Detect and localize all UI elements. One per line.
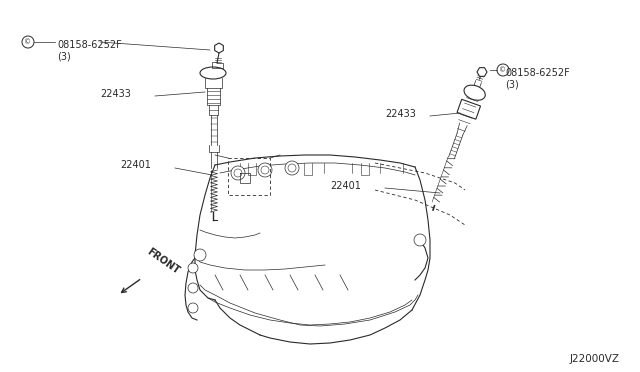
- Circle shape: [497, 64, 509, 76]
- Text: 08158-6252F
(3): 08158-6252F (3): [505, 68, 570, 90]
- Text: 22433: 22433: [100, 89, 131, 99]
- Circle shape: [288, 164, 296, 172]
- Circle shape: [188, 303, 198, 313]
- Ellipse shape: [200, 67, 226, 79]
- Text: FRONT: FRONT: [145, 246, 181, 276]
- Text: 22401: 22401: [330, 181, 361, 191]
- Text: J22000VZ: J22000VZ: [570, 354, 620, 364]
- Circle shape: [231, 166, 245, 180]
- Circle shape: [188, 263, 198, 273]
- Circle shape: [258, 163, 272, 177]
- Circle shape: [194, 249, 206, 261]
- Text: ©: ©: [24, 39, 31, 45]
- Circle shape: [188, 283, 198, 293]
- Bar: [457, 99, 481, 119]
- Circle shape: [234, 169, 242, 177]
- Circle shape: [261, 166, 269, 174]
- Ellipse shape: [464, 85, 485, 100]
- Text: ©: ©: [499, 67, 507, 73]
- Text: 22433: 22433: [385, 109, 416, 119]
- Circle shape: [414, 234, 426, 246]
- Circle shape: [285, 161, 299, 175]
- Circle shape: [22, 36, 34, 48]
- Text: 08158-6252F
(3): 08158-6252F (3): [57, 40, 122, 62]
- Text: 22401: 22401: [120, 160, 151, 170]
